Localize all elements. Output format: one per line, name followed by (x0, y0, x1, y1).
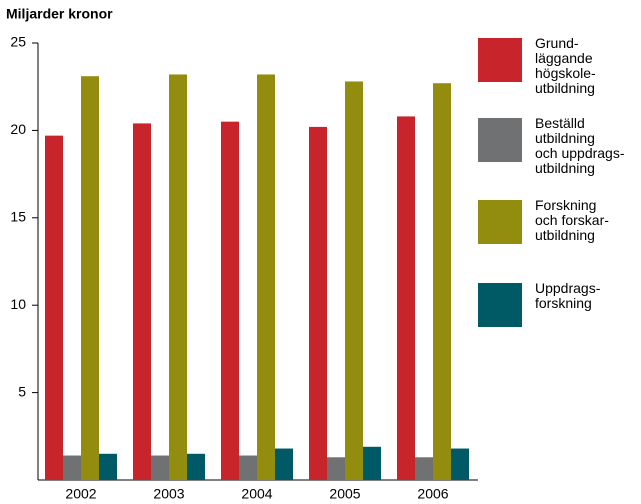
legend-label: Forskning och forskar- utbildning (535, 197, 609, 243)
chart-title: Miljarder kronor (6, 6, 113, 22)
bar (169, 74, 187, 481)
legend-swatch (478, 200, 522, 244)
y-tick-label: 20 (10, 121, 26, 137)
x-tick-label: 2004 (241, 486, 272, 502)
bar (151, 455, 169, 480)
bar (451, 448, 469, 480)
legend-label: Grund- läggande högskole- utbildning (535, 35, 596, 96)
y-tick-label: 25 (10, 34, 26, 50)
legend-swatch (478, 38, 522, 82)
bar (99, 453, 117, 480)
bar (81, 76, 99, 480)
bar (275, 448, 293, 480)
bar (433, 83, 451, 480)
y-tick-label: 5 (18, 383, 26, 399)
bar (345, 81, 363, 481)
bar (187, 453, 205, 480)
bar (133, 123, 151, 481)
bar (397, 116, 415, 480)
legend-swatch (478, 118, 522, 162)
bar (63, 455, 81, 480)
bar (45, 135, 63, 481)
bar (239, 455, 257, 480)
y-tick-label: 15 (10, 209, 26, 225)
bar (363, 446, 381, 480)
bar (309, 126, 327, 481)
legend-label: Uppdrags- forskning (535, 280, 601, 311)
x-tick-label: 2006 (417, 486, 448, 502)
bar (221, 121, 239, 480)
bar (415, 457, 433, 480)
bar (327, 457, 345, 480)
bar (257, 74, 275, 481)
legend-swatch (478, 283, 522, 327)
x-tick-label: 2002 (65, 486, 96, 502)
x-tick-label: 2005 (329, 486, 360, 502)
x-tick-label: 2003 (153, 486, 184, 502)
y-tick-label: 10 (10, 296, 26, 312)
legend-label: Beställd utbildning och uppdrags- utbild… (535, 115, 625, 176)
